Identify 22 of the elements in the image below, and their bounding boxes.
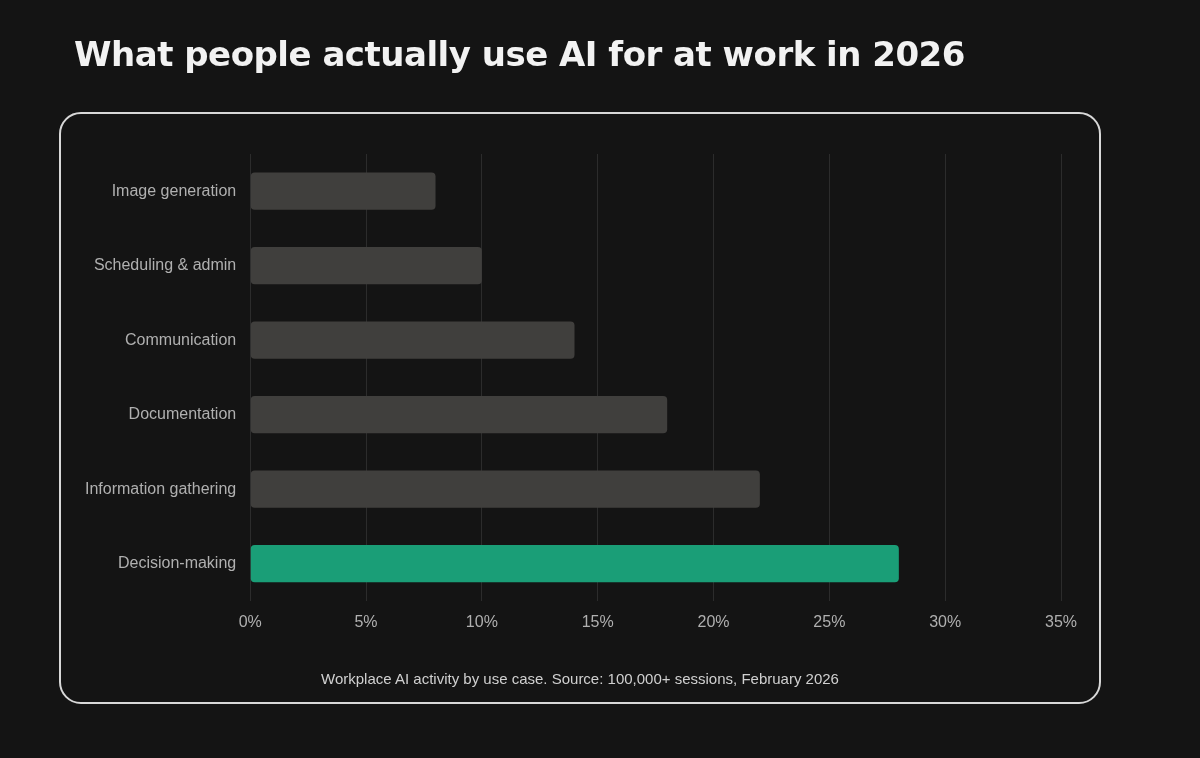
bar [250,396,668,434]
x-tick-label: 20% [697,612,730,630]
x-tick-label: 5% [354,612,378,630]
y-tick-label: Decision-making [117,553,237,571]
bar [250,544,899,583]
bar [250,321,575,359]
bar [250,247,482,285]
chart-title: What people actually use AI for at work in 2026 [74,34,965,74]
y-tick-label: Communication [125,330,237,348]
y-tick-label: Scheduling & admin [93,256,237,274]
x-tick-label: 35% [1044,612,1078,630]
bar [250,470,760,508]
y-tick-label: Image generation [111,181,237,199]
text: Workplace AI activity by use case. Source: 100,000+ sessions, February 2026 [320,670,840,687]
x-tick-label: 25% [813,612,846,630]
bar [250,172,436,210]
x-tick-label: 15% [581,612,614,630]
x-tick-label: 10% [465,612,498,630]
y-tick-label: Information gathering [85,479,237,497]
x-tick-label: 30% [929,612,962,630]
y-tick-label: Documentation [128,405,237,423]
x-tick-label: 0% [238,612,262,630]
